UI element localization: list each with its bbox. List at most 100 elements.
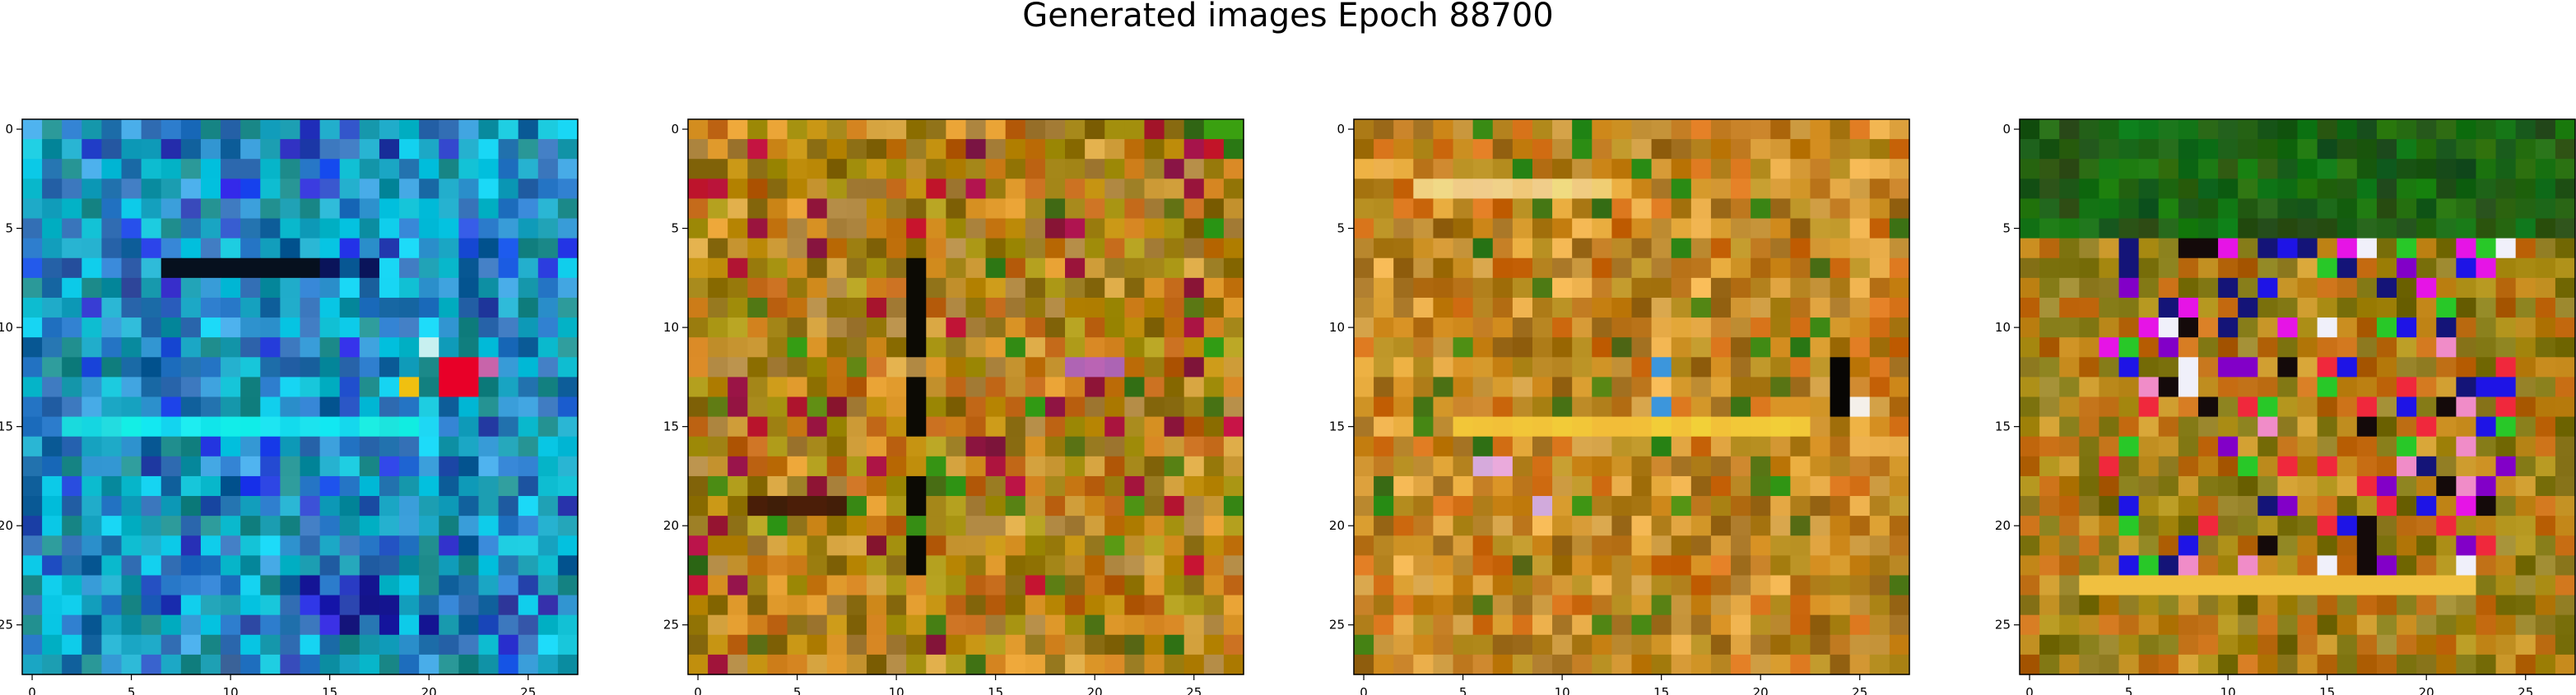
heatmap-cell [708,416,728,438]
heatmap-cell [846,595,867,616]
heatmap-cell [1751,634,1771,656]
heatmap-cell [478,436,500,457]
heatmap-cell [2456,257,2477,279]
heatmap-cell [101,634,123,656]
heatmap-cell [2416,595,2437,616]
heatmap-cell [1144,555,1165,577]
heatmap-cell [1044,654,1066,675]
heatmap-cell [866,475,887,497]
heatmap-cell [2020,139,2040,160]
heatmap-cell [946,516,967,536]
heatmap-cell [2297,535,2318,556]
heatmap-cell [62,257,82,279]
heatmap-cell [1104,337,1125,358]
heatmap-cell [1124,357,1146,378]
heatmap-cell [200,456,221,477]
heatmap-cell [1223,555,1244,577]
heatmap-cell [1790,257,1811,279]
heatmap-cell [2456,436,2477,457]
heatmap-cell [1690,297,1712,318]
figure-title: Generated images Epoch 88700 [1022,0,1554,35]
heatmap-cell [2555,436,2576,457]
heatmap-cell [1374,139,1394,160]
heatmap-cell [339,238,360,259]
heatmap-cell [240,317,261,338]
heatmap-cell [2138,297,2160,318]
heatmap-cell [399,475,420,497]
heatmap-cell [2376,416,2397,438]
heatmap-cell [787,575,808,596]
heatmap-cell [2436,535,2457,556]
heatmap-cell [2099,634,2120,656]
heatmap-cell [2535,119,2556,140]
heatmap-cell [1044,257,1066,279]
heatmap-cell [2277,277,2299,299]
heatmap-cell [1025,139,1046,160]
heatmap-cell [787,357,808,378]
heatmap-cell [2277,555,2299,577]
heatmap-cell [688,654,709,675]
heatmap-cell [1164,475,1185,497]
heatmap-cell [2436,575,2457,596]
heatmap-cell [101,654,123,675]
heatmap-cell [2257,555,2278,577]
heatmap-cell [1044,357,1066,378]
heatmap-cell [926,614,946,636]
heatmap-cell [2020,159,2040,179]
heatmap-cell [180,516,202,536]
heatmap-cell [926,634,946,656]
heatmap-cell [2238,436,2258,457]
heatmap-cell [1223,595,1244,616]
heatmap-cell [419,198,439,220]
heatmap-cell [2178,436,2199,457]
heatmap-cell [1025,575,1046,596]
heatmap-cell [399,277,420,299]
heatmap-cell [2337,496,2358,517]
heatmap-cell [2337,456,2358,477]
heatmap-cell [1849,218,1871,239]
heatmap-cell [2218,535,2239,556]
heatmap-cell [260,337,281,358]
heatmap-cell [319,575,341,596]
heatmap-cell [2158,614,2179,636]
heatmap-cell [787,456,808,477]
heatmap-cell [866,634,887,656]
heatmap-cell [2079,555,2100,577]
heatmap-cell [688,119,709,140]
heatmap-cell [1354,654,1374,675]
heatmap-cell [1144,119,1165,140]
heatmap-cell [1085,436,1105,457]
heatmap-cell [1810,535,1831,556]
heatmap-cell [2297,277,2318,299]
heatmap-cell [2238,139,2258,160]
heatmap-cell [221,595,241,616]
heatmap-cell [1354,178,1374,200]
heatmap-cell [846,257,867,279]
heatmap-cell [1354,436,1374,457]
heatmap-cell [359,218,380,239]
heatmap-cell [319,139,341,160]
heatmap-cell [2178,634,2199,656]
heatmap-cell [280,575,301,596]
heatmap-cell [2317,614,2338,636]
heatmap-cell [965,218,987,239]
heatmap-cell [1592,357,1612,378]
heatmap-cell [458,416,480,438]
heatmap-cell [807,159,828,179]
heatmap-cell [200,535,221,556]
heatmap-cell [81,159,103,179]
heatmap-cell [498,257,519,279]
heatmap-cell [101,377,123,398]
heatmap-cell [1710,396,1732,418]
heatmap-cell [2555,178,2576,200]
heatmap-cell [2158,396,2179,418]
heatmap-cell [2535,575,2556,596]
heatmap-cell [221,614,241,636]
heatmap-cell [846,277,867,299]
heatmap-cell [2138,634,2160,656]
heatmap-cell [2158,535,2179,556]
heatmap-cell [1731,277,1751,299]
heatmap-cell [2356,496,2378,517]
heatmap-cell [866,377,887,398]
heatmap-cell [846,654,867,675]
